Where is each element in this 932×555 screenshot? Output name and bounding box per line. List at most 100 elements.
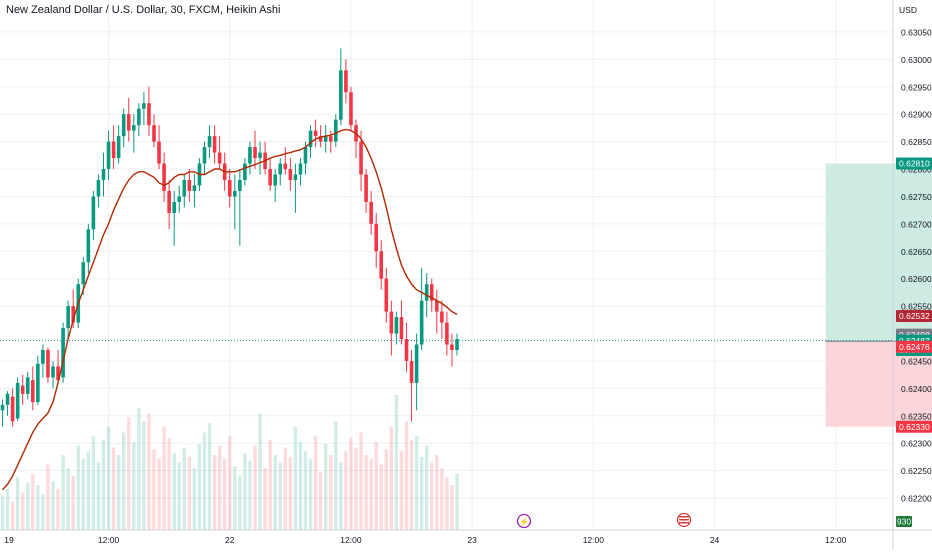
candle-body	[126, 114, 131, 131]
volume-bar	[212, 455, 217, 530]
candle-body	[344, 70, 348, 93]
volume-bar	[202, 432, 207, 530]
candle-body	[56, 366, 60, 381]
volume-bar	[187, 456, 192, 530]
volume-bar	[394, 395, 399, 530]
volume-bar	[76, 445, 80, 530]
candle-body	[318, 136, 323, 142]
us-flag-stripe	[679, 516, 689, 518]
candle-body	[106, 141, 111, 170]
price-tick-label: 0.62600	[901, 274, 932, 284]
volume-bar	[21, 492, 25, 530]
price-tick-label: 0.63000	[901, 55, 932, 65]
us-flag-stripe	[679, 522, 689, 524]
price-badge	[896, 310, 932, 322]
candle-body	[86, 229, 91, 263]
currency-label: USD	[899, 5, 917, 15]
price-badge-label: 0.62810	[899, 159, 930, 169]
volume-bar	[399, 451, 404, 530]
candle-body	[419, 300, 424, 345]
candle-body	[339, 70, 343, 120]
volume-bar	[298, 441, 303, 530]
time-tick-label: 12:00	[583, 535, 605, 545]
volume-bars	[0, 395, 459, 530]
volume-bar	[207, 423, 212, 530]
candle-body	[334, 119, 338, 142]
candle-body	[359, 141, 363, 175]
candle-body	[399, 317, 404, 340]
lightning-event-icon-ring	[516, 513, 532, 529]
candle-body	[303, 147, 308, 164]
candle-body	[440, 311, 444, 323]
candle-body	[111, 141, 116, 159]
volume-bar	[364, 455, 368, 530]
volume-bar	[192, 468, 197, 530]
volume-bar	[46, 464, 50, 530]
candle-body	[71, 306, 75, 323]
volume-bar	[197, 443, 202, 530]
volume-bar	[303, 451, 308, 530]
price-badge	[896, 340, 932, 353]
candle-body	[147, 103, 151, 126]
volume-bar	[111, 447, 116, 530]
candle-body	[51, 366, 55, 378]
price-tick-label: 0.62900	[901, 110, 932, 120]
volume-bar	[419, 456, 424, 530]
candle-body	[101, 169, 106, 180]
volume-bar	[430, 462, 434, 530]
volume-bar	[137, 408, 141, 530]
candle-body	[455, 339, 459, 350]
volume-bar	[389, 426, 394, 530]
candle-body	[248, 147, 252, 164]
candle-body	[10, 396, 15, 422]
candle-body	[379, 251, 384, 279]
volume-bar	[217, 445, 222, 530]
time-tick-label: 22	[225, 535, 235, 545]
volume-bar	[142, 421, 146, 530]
volume-badge-label: 930	[897, 517, 911, 527]
candle-body	[132, 125, 136, 131]
candle-body	[31, 380, 35, 403]
candle-body	[364, 174, 368, 202]
volume-bar	[349, 438, 353, 530]
candle-body	[429, 284, 434, 301]
volume-bar	[435, 455, 439, 530]
candle-body	[298, 163, 303, 175]
volume-bar	[31, 473, 35, 530]
volume-bar	[288, 456, 293, 530]
candle-body	[5, 393, 10, 405]
volume-bar	[101, 440, 106, 530]
candle-body	[369, 201, 373, 224]
price-tick-label: 0.62450	[901, 356, 932, 366]
volume-bar	[91, 436, 96, 530]
candle-body	[258, 152, 262, 159]
volume-bar	[283, 447, 287, 530]
volume-bar	[248, 460, 252, 530]
volume-bar	[253, 445, 257, 530]
volume-bar	[223, 458, 227, 530]
volume-bar	[132, 441, 136, 530]
candle-body	[243, 163, 247, 180]
volume-bar	[293, 426, 298, 530]
time-tick-label: 23	[467, 535, 477, 545]
volume-bar	[127, 417, 131, 530]
candle-body	[20, 385, 25, 394]
volume-bar	[147, 413, 151, 530]
price-badge-label: 0.62532	[899, 311, 930, 321]
candle-body	[167, 190, 171, 213]
volume-bar	[339, 462, 343, 530]
price-tick-label: 0.62250	[901, 466, 932, 476]
volume-bar	[41, 494, 45, 530]
candle-body	[41, 350, 45, 364]
candle-body	[182, 180, 187, 197]
candle-body	[137, 108, 141, 126]
volume-bar	[308, 458, 313, 530]
volume-bar	[81, 458, 85, 530]
candle-body	[207, 136, 212, 148]
volume-bar	[56, 488, 60, 530]
price-badge	[896, 420, 932, 433]
candle-body	[389, 311, 394, 334]
candle-body	[384, 278, 389, 312]
